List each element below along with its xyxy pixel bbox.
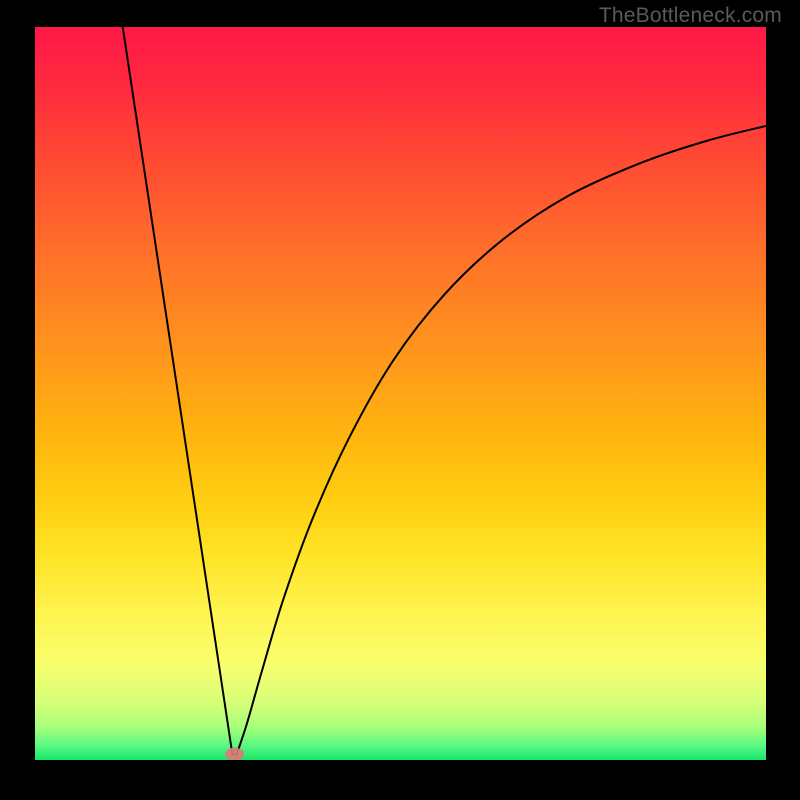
- gradient-background: [35, 27, 766, 760]
- chart-frame: TheBottleneck.com: [0, 0, 800, 800]
- bottleneck-chart-svg: [35, 27, 766, 760]
- watermark-text: TheBottleneck.com: [599, 4, 782, 28]
- plot-area: [35, 27, 766, 760]
- minimum-marker: [226, 748, 244, 760]
